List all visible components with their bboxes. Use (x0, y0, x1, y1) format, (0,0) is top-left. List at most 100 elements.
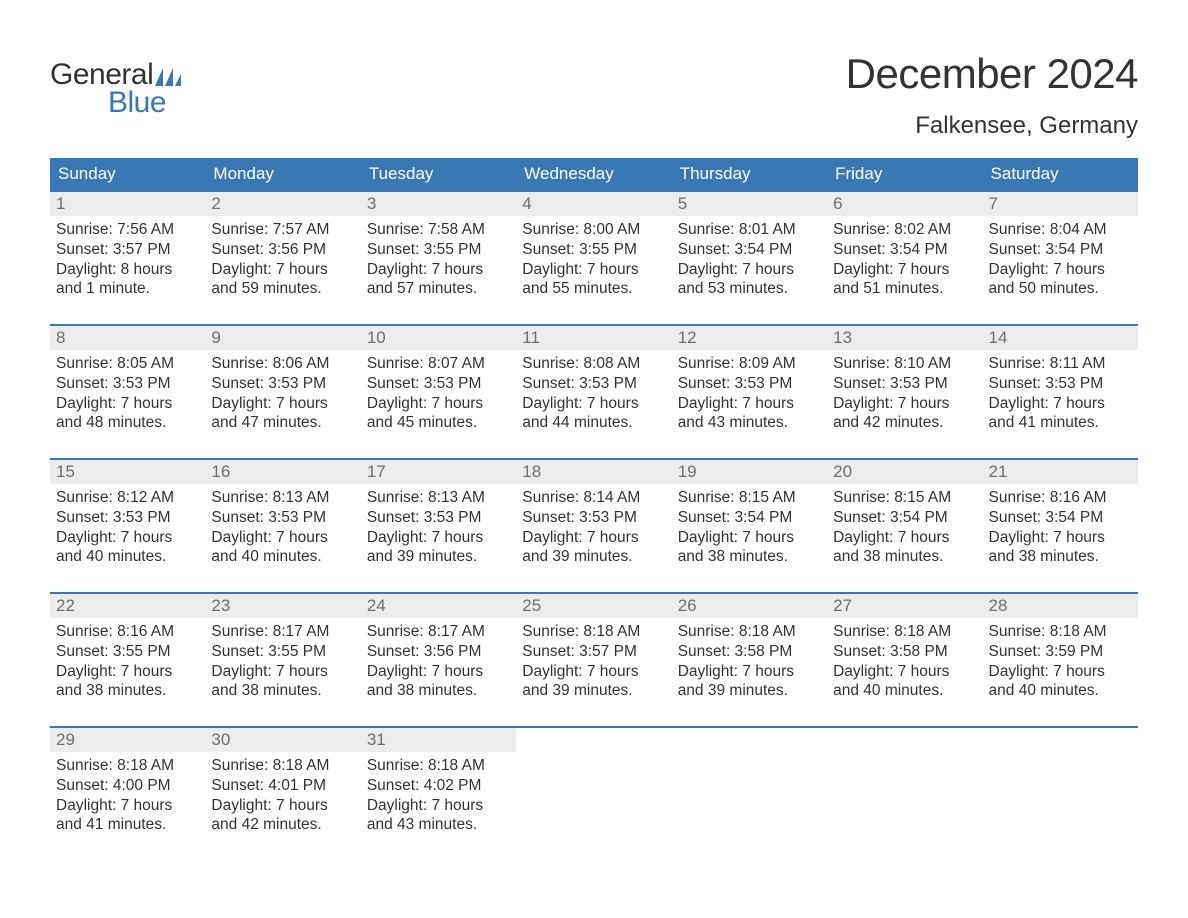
day-sunset: Sunset: 3:53 PM (989, 374, 1132, 394)
day-number: 31 (361, 728, 516, 752)
logo-text-bottom: Blue (108, 86, 181, 120)
day-cell (672, 728, 827, 838)
day-cell: 25Sunrise: 8:18 AMSunset: 3:57 PMDayligh… (516, 594, 671, 704)
day-sunrise: Sunrise: 8:18 AM (367, 756, 510, 776)
day-sunrise: Sunrise: 8:12 AM (56, 488, 199, 508)
day-sunrise: Sunrise: 7:56 AM (56, 220, 199, 240)
day-dl2: and 38 minutes. (833, 547, 976, 567)
header: General Blue December 2024 Falkensee, Ge… (50, 50, 1138, 140)
day-body: Sunrise: 8:06 AMSunset: 3:53 PMDaylight:… (205, 350, 360, 435)
day-cell: 4Sunrise: 8:00 AMSunset: 3:55 PMDaylight… (516, 192, 671, 302)
day-sunrise: Sunrise: 8:16 AM (989, 488, 1132, 508)
day-cell (827, 728, 982, 838)
weekday-header: Thursday (672, 158, 827, 190)
day-body: Sunrise: 8:18 AMSunset: 4:01 PMDaylight:… (205, 752, 360, 837)
month-title: December 2024 (846, 50, 1138, 98)
weekday-header: Wednesday (516, 158, 671, 190)
day-sunset: Sunset: 3:54 PM (833, 508, 976, 528)
day-dl1: Daylight: 7 hours (833, 528, 976, 548)
day-dl1: Daylight: 7 hours (989, 394, 1132, 414)
day-cell: 29Sunrise: 8:18 AMSunset: 4:00 PMDayligh… (50, 728, 205, 838)
day-sunrise: Sunrise: 8:18 AM (56, 756, 199, 776)
day-number: 4 (516, 192, 671, 216)
day-cell: 1Sunrise: 7:56 AMSunset: 3:57 PMDaylight… (50, 192, 205, 302)
day-dl2: and 41 minutes. (989, 413, 1132, 433)
weekday-header: Saturday (983, 158, 1138, 190)
day-sunset: Sunset: 4:01 PM (211, 776, 354, 796)
day-number: 10 (361, 326, 516, 350)
day-cell: 15Sunrise: 8:12 AMSunset: 3:53 PMDayligh… (50, 460, 205, 570)
day-dl1: Daylight: 7 hours (56, 796, 199, 816)
day-cell: 3Sunrise: 7:58 AMSunset: 3:55 PMDaylight… (361, 192, 516, 302)
day-sunrise: Sunrise: 8:09 AM (678, 354, 821, 374)
day-dl2: and 47 minutes. (211, 413, 354, 433)
day-dl1: Daylight: 7 hours (678, 528, 821, 548)
day-sunset: Sunset: 3:54 PM (833, 240, 976, 260)
day-dl2: and 43 minutes. (678, 413, 821, 433)
day-cell: 16Sunrise: 8:13 AMSunset: 3:53 PMDayligh… (205, 460, 360, 570)
day-sunrise: Sunrise: 8:04 AM (989, 220, 1132, 240)
day-dl2: and 42 minutes. (211, 815, 354, 835)
day-sunset: Sunset: 3:54 PM (678, 508, 821, 528)
day-sunrise: Sunrise: 8:06 AM (211, 354, 354, 374)
day-sunrise: Sunrise: 8:15 AM (833, 488, 976, 508)
day-body: Sunrise: 8:18 AMSunset: 3:59 PMDaylight:… (983, 618, 1138, 703)
day-dl2: and 45 minutes. (367, 413, 510, 433)
day-sunset: Sunset: 3:53 PM (56, 374, 199, 394)
day-sunset: Sunset: 3:53 PM (367, 508, 510, 528)
day-sunrise: Sunrise: 8:11 AM (989, 354, 1132, 374)
day-sunset: Sunset: 3:53 PM (56, 508, 199, 528)
day-sunrise: Sunrise: 8:18 AM (678, 622, 821, 642)
day-number: 1 (50, 192, 205, 216)
day-cell: 12Sunrise: 8:09 AMSunset: 3:53 PMDayligh… (672, 326, 827, 436)
day-number: 23 (205, 594, 360, 618)
weekday-header: Friday (827, 158, 982, 190)
day-cell: 28Sunrise: 8:18 AMSunset: 3:59 PMDayligh… (983, 594, 1138, 704)
day-number: 3 (361, 192, 516, 216)
day-body: Sunrise: 8:17 AMSunset: 3:56 PMDaylight:… (361, 618, 516, 703)
day-dl2: and 50 minutes. (989, 279, 1132, 299)
day-sunset: Sunset: 3:56 PM (211, 240, 354, 260)
day-dl1: Daylight: 7 hours (989, 260, 1132, 280)
day-sunrise: Sunrise: 8:10 AM (833, 354, 976, 374)
day-dl1: Daylight: 7 hours (678, 260, 821, 280)
day-number: 28 (983, 594, 1138, 618)
day-body: Sunrise: 7:58 AMSunset: 3:55 PMDaylight:… (361, 216, 516, 301)
week-row: 8Sunrise: 8:05 AMSunset: 3:53 PMDaylight… (50, 324, 1138, 436)
day-number: 24 (361, 594, 516, 618)
day-dl2: and 40 minutes. (211, 547, 354, 567)
day-sunrise: Sunrise: 8:15 AM (678, 488, 821, 508)
day-dl1: Daylight: 7 hours (367, 662, 510, 682)
day-cell: 8Sunrise: 8:05 AMSunset: 3:53 PMDaylight… (50, 326, 205, 436)
day-number: 6 (827, 192, 982, 216)
day-sunrise: Sunrise: 8:05 AM (56, 354, 199, 374)
day-body: Sunrise: 8:10 AMSunset: 3:53 PMDaylight:… (827, 350, 982, 435)
day-sunset: Sunset: 3:54 PM (989, 240, 1132, 260)
day-cell (516, 728, 671, 838)
day-sunset: Sunset: 3:53 PM (678, 374, 821, 394)
day-dl2: and 40 minutes. (833, 681, 976, 701)
day-body: Sunrise: 8:18 AMSunset: 3:58 PMDaylight:… (827, 618, 982, 703)
day-body: Sunrise: 8:09 AMSunset: 3:53 PMDaylight:… (672, 350, 827, 435)
day-number: 11 (516, 326, 671, 350)
day-number: 27 (827, 594, 982, 618)
day-number: 25 (516, 594, 671, 618)
day-dl2: and 48 minutes. (56, 413, 199, 433)
day-body: Sunrise: 8:15 AMSunset: 3:54 PMDaylight:… (827, 484, 982, 569)
day-dl1: Daylight: 7 hours (367, 528, 510, 548)
day-sunset: Sunset: 3:58 PM (833, 642, 976, 662)
week-row: 15Sunrise: 8:12 AMSunset: 3:53 PMDayligh… (50, 458, 1138, 570)
day-cell: 31Sunrise: 8:18 AMSunset: 4:02 PMDayligh… (361, 728, 516, 838)
day-dl2: and 43 minutes. (367, 815, 510, 835)
day-dl1: Daylight: 7 hours (211, 260, 354, 280)
day-sunset: Sunset: 3:53 PM (367, 374, 510, 394)
day-sunrise: Sunrise: 8:17 AM (367, 622, 510, 642)
weekday-header-row: SundayMondayTuesdayWednesdayThursdayFrid… (50, 158, 1138, 190)
day-sunrise: Sunrise: 8:13 AM (211, 488, 354, 508)
day-dl2: and 55 minutes. (522, 279, 665, 299)
day-dl2: and 40 minutes. (56, 547, 199, 567)
day-dl1: Daylight: 7 hours (367, 394, 510, 414)
day-sunrise: Sunrise: 8:17 AM (211, 622, 354, 642)
day-sunrise: Sunrise: 8:18 AM (833, 622, 976, 642)
day-sunset: Sunset: 3:59 PM (989, 642, 1132, 662)
